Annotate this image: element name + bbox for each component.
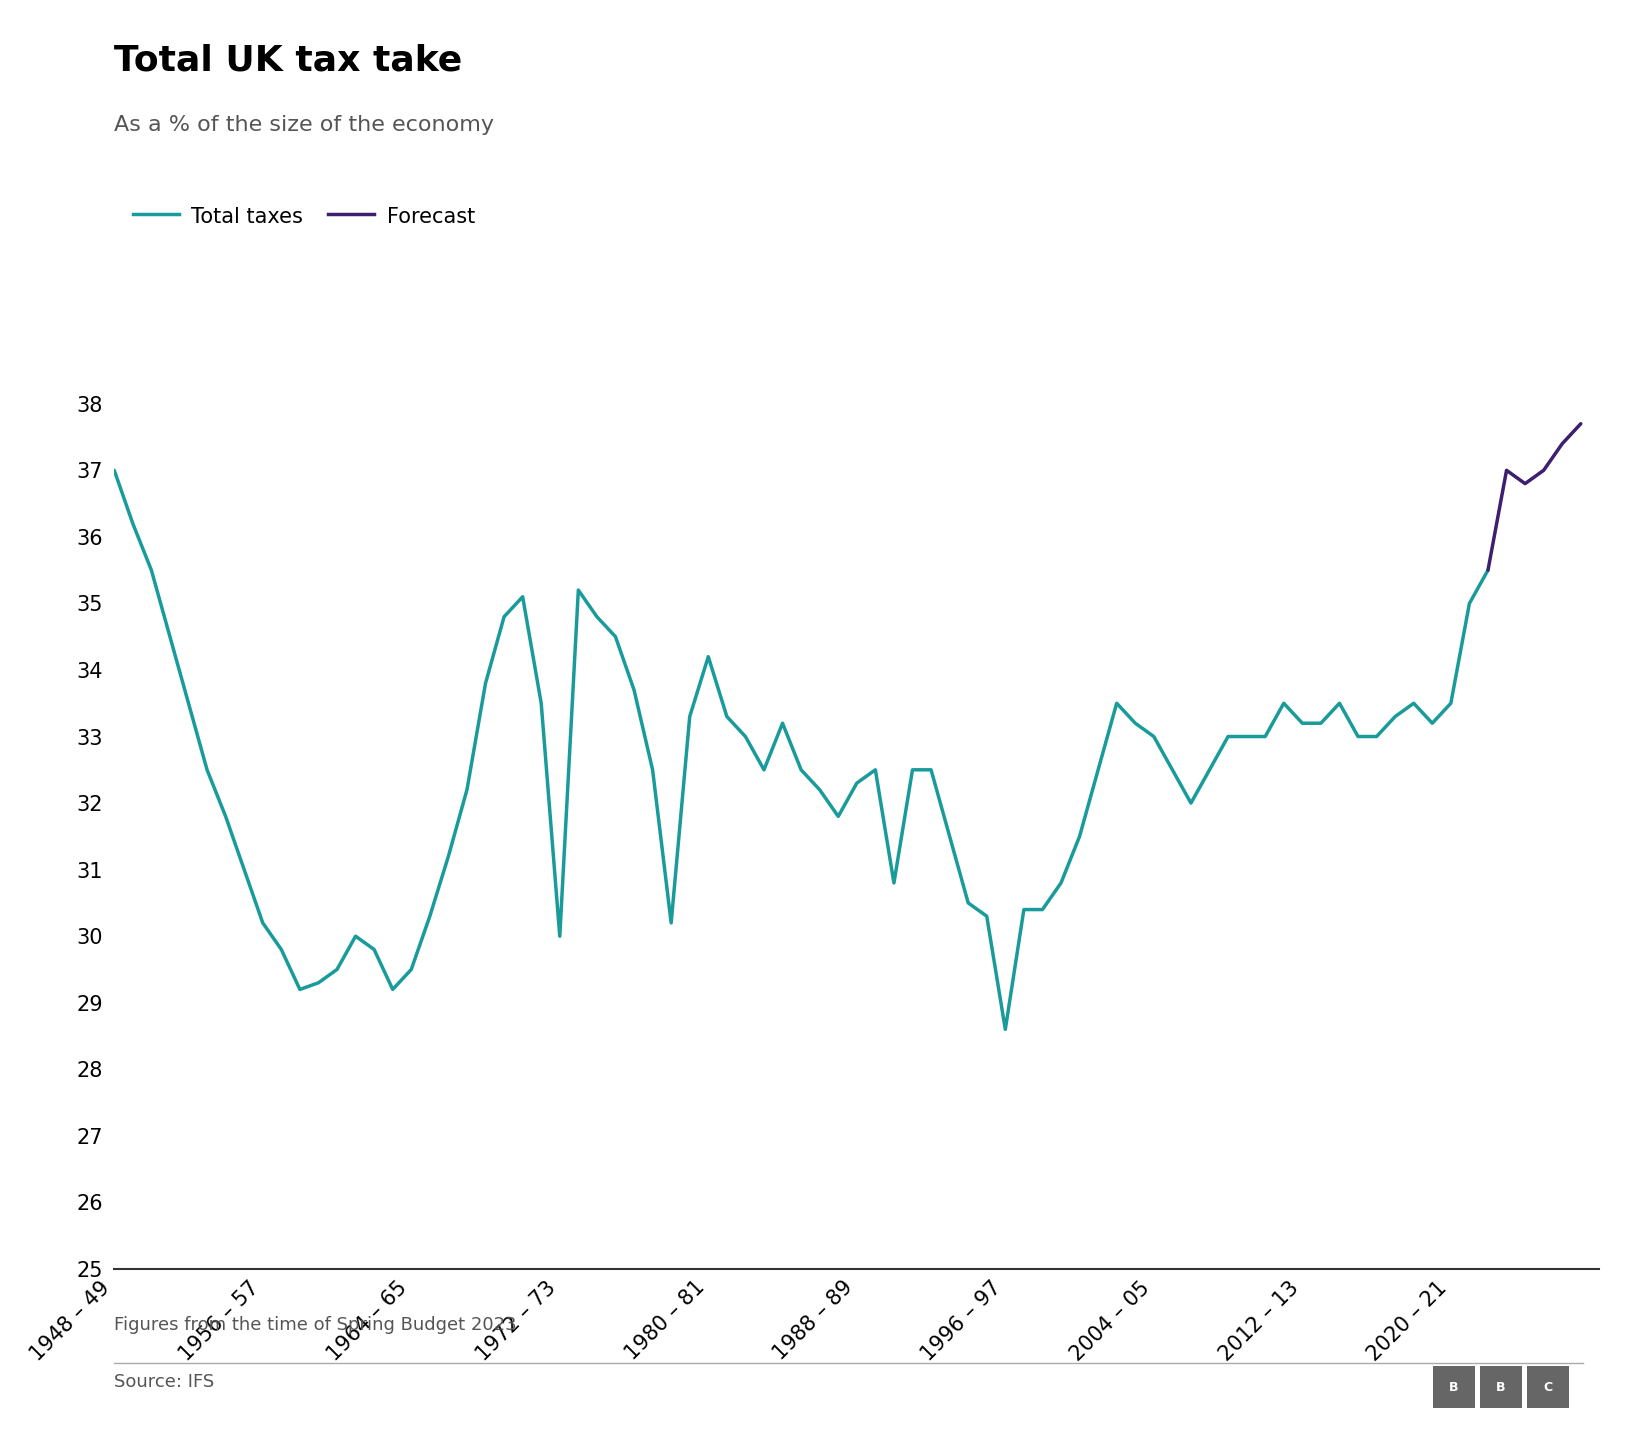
Text: B: B bbox=[1497, 1380, 1506, 1394]
FancyBboxPatch shape bbox=[1433, 1367, 1475, 1407]
Text: B: B bbox=[1449, 1380, 1459, 1394]
Text: Total UK tax take: Total UK tax take bbox=[114, 43, 462, 78]
FancyBboxPatch shape bbox=[1528, 1367, 1568, 1407]
Text: Figures from the time of Spring Budget 2023: Figures from the time of Spring Budget 2… bbox=[114, 1317, 517, 1334]
Legend: Total taxes, Forecast: Total taxes, Forecast bbox=[124, 198, 483, 235]
Text: C: C bbox=[1544, 1380, 1552, 1394]
Text: Source: IFS: Source: IFS bbox=[114, 1373, 214, 1390]
FancyBboxPatch shape bbox=[1480, 1367, 1521, 1407]
Text: As a % of the size of the economy: As a % of the size of the economy bbox=[114, 115, 494, 136]
